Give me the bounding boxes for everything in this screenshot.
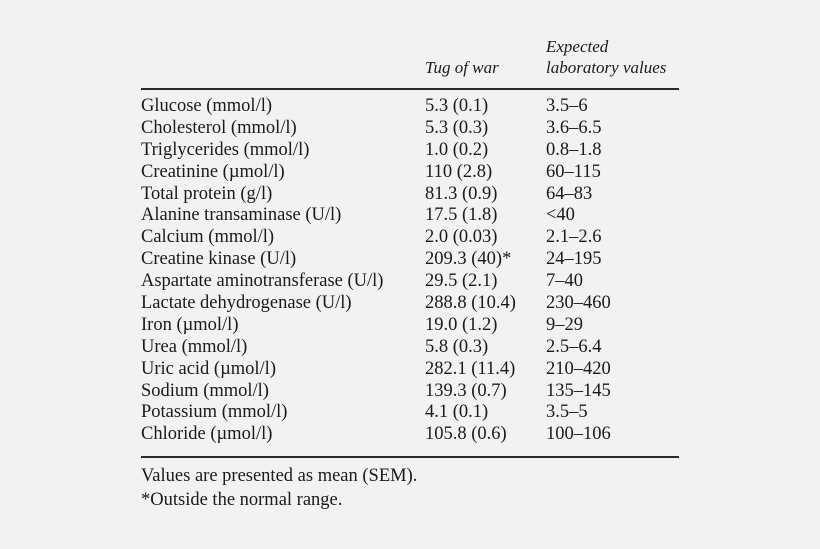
footnote-outside-range: *Outside the normal range. [141, 490, 343, 511]
parameter-name: Triglycerides (mmol/l) [141, 139, 310, 160]
expected-range: 210–420 [546, 358, 611, 379]
expected-range: 3.5–6 [546, 96, 588, 116]
header-expected-line2: laboratory values [546, 58, 667, 77]
table-row: Chloride (µmol/l) 105.8 (0.6) 100–106 [141, 424, 679, 446]
table-row: Triglycerides (mmol/l) 1.0 (0.2) 0.8–1.8 [141, 140, 679, 162]
expected-range: 24–195 [546, 249, 602, 270]
parameter-name: Creatine kinase (U/l) [141, 249, 297, 270]
header-tug-of-war: Tug of war [425, 58, 499, 77]
tug-of-war-value: 209.3 (40)* [425, 249, 512, 270]
parameter-name: Calcium (mmol/l) [141, 227, 275, 248]
parameter-name: Sodium (mmol/l) [141, 380, 269, 401]
parameter-name: Aspartate aminotransferase (U/l) [141, 271, 384, 292]
expected-range: 0.8–1.8 [546, 139, 602, 160]
table-row: Creatine kinase (U/l) 209.3 (40)* 24–195 [141, 249, 679, 271]
parameter-name: Lactate dehydrogenase (U/l) [141, 293, 352, 314]
tug-of-war-value: 105.8 (0.6) [425, 424, 507, 445]
tug-of-war-value: 5.3 (0.1) [425, 96, 489, 116]
parameter-name: Uric acid (µmol/l) [141, 358, 276, 379]
tug-of-war-value: 2.0 (0.03) [425, 227, 498, 248]
expected-range: 135–145 [546, 380, 611, 401]
table-row: Urea (mmol/l) 5.8 (0.3) 2.5–6.4 [141, 337, 679, 359]
table-header: Tug of war Expected laboratory values [141, 36, 679, 90]
header-expected-line1: Expected [546, 37, 609, 56]
table-row: Aspartate aminotransferase (U/l) 29.5 (2.… [141, 271, 679, 293]
tug-of-war-value: 4.1 (0.1) [425, 402, 489, 423]
tug-of-war-value: 139.3 (0.7) [425, 380, 507, 401]
parameter-name: Alanine transaminase (U/l) [141, 205, 342, 226]
parameter-name: Urea (mmol/l) [141, 336, 248, 357]
lab-values-table: Tug of war Expected laboratory values Gl… [141, 36, 679, 512]
tug-of-war-value: 5.8 (0.3) [425, 336, 489, 357]
table-row: Glucose (mmol/l) 5.3 (0.1) 3.5–6 [141, 96, 679, 118]
table-body: Glucose (mmol/l) 5.3 (0.1) 3.5–6 Cholestero… [141, 90, 679, 446]
expected-range: 3.6–6.5 [546, 117, 602, 138]
table-row: Calcium (mmol/l) 2.0 (0.03) 2.1–2.6 [141, 227, 679, 249]
tug-of-war-value: 282.1 (11.4) [425, 358, 516, 379]
table-row: Alanine transaminase (U/l) 17.5 (1.8) <40 [141, 205, 679, 227]
table-row: Iron (µmol/l) 19.0 (1.2) 9–29 [141, 315, 679, 337]
parameter-name: Cholesterol (mmol/l) [141, 117, 297, 138]
expected-range: 100–106 [546, 424, 611, 445]
tug-of-war-value: 1.0 (0.2) [425, 139, 489, 160]
parameter-name: Creatinine (µmol/l) [141, 161, 285, 182]
parameter-name: Chloride (µmol/l) [141, 424, 273, 445]
parameter-name: Total protein (g/l) [141, 183, 273, 204]
tug-of-war-value: 29.5 (2.1) [425, 271, 498, 292]
expected-range: 7–40 [546, 271, 583, 292]
header-expected-values: Expected laboratory values [546, 36, 686, 78]
table-footnotes: Values are presented as mean (SEM). *Out… [141, 458, 679, 512]
table-bottom-rule [141, 456, 679, 459]
expected-range: 230–460 [546, 293, 611, 314]
tug-of-war-value: 110 (2.8) [425, 161, 493, 182]
table-row: Uric acid (µmol/l) 282.1 (11.4) 210–420 [141, 359, 679, 381]
tug-of-war-value: 288.8 (10.4) [425, 293, 516, 314]
expected-range: <40 [546, 205, 575, 226]
table-row: Total protein (g/l) 81.3 (0.9) 64–83 [141, 184, 679, 206]
tug-of-war-value: 81.3 (0.9) [425, 183, 498, 204]
table-row: Lactate dehydrogenase (U/l) 288.8 (10.4) 2… [141, 293, 679, 315]
expected-range: 3.5–5 [546, 402, 588, 423]
expected-range: 64–83 [546, 183, 593, 204]
footnote-sem: Values are presented as mean (SEM). [141, 466, 418, 487]
parameter-name: Glucose (mmol/l) [141, 96, 273, 116]
tug-of-war-value: 5.3 (0.3) [425, 117, 489, 138]
parameter-name: Potassium (mmol/l) [141, 402, 288, 423]
parameter-name: Iron (µmol/l) [141, 314, 239, 335]
expected-range: 2.5–6.4 [546, 336, 602, 357]
expected-range: 2.1–2.6 [546, 227, 602, 248]
table-row: Sodium (mmol/l) 139.3 (0.7) 135–145 [141, 381, 679, 403]
tug-of-war-value: 17.5 (1.8) [425, 205, 498, 226]
expected-range: 9–29 [546, 314, 583, 335]
table-row: Creatinine (µmol/l) 110 (2.8) 60–115 [141, 162, 679, 184]
table-row: Potassium (mmol/l) 4.1 (0.1) 3.5–5 [141, 402, 679, 424]
expected-range: 60–115 [546, 161, 601, 182]
tug-of-war-value: 19.0 (1.2) [425, 314, 498, 335]
table-row: Cholesterol (mmol/l) 5.3 (0.3) 3.6–6.5 [141, 118, 679, 140]
